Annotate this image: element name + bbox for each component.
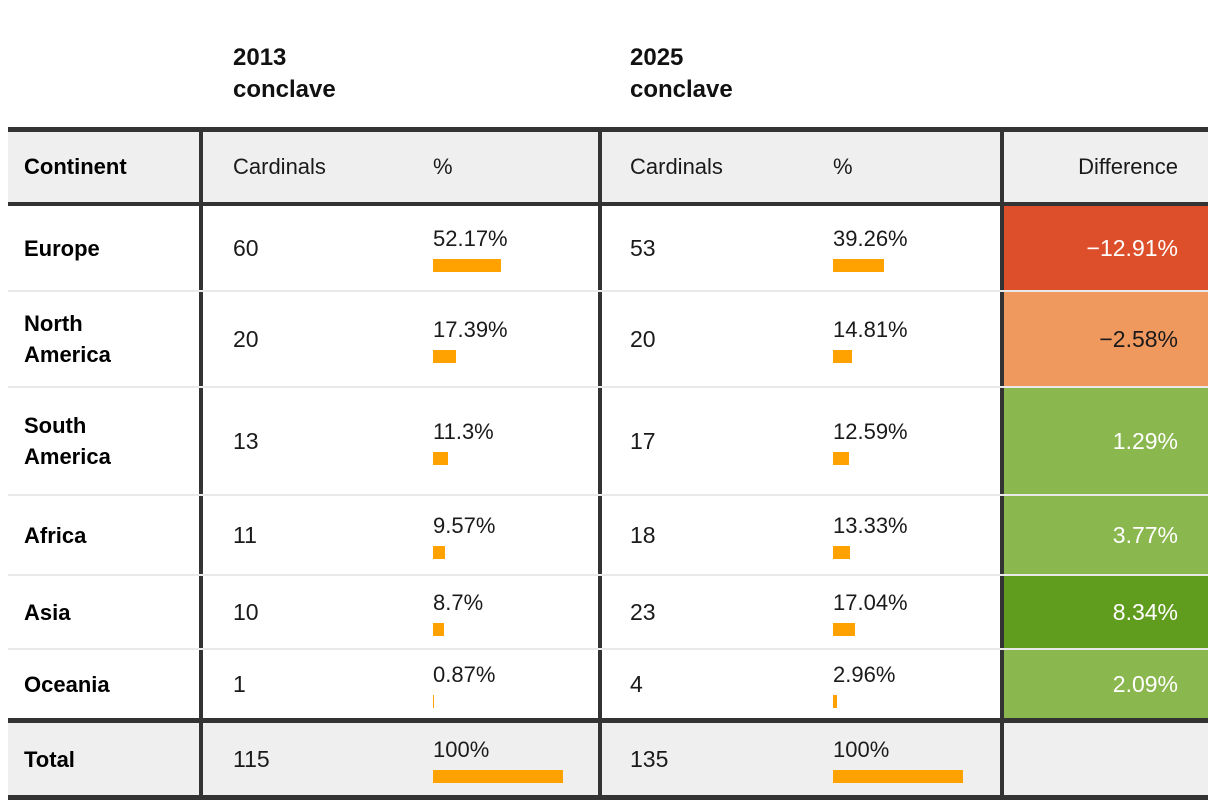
- percent-2025-value: 39.26%: [833, 225, 908, 251]
- table-row-total: Total 115 100% 135 100%: [8, 718, 1208, 800]
- table-row-europe: Europe 60 52.17% 53 39.26% −12.91%: [8, 206, 1208, 290]
- continent-cell: North America: [8, 292, 199, 386]
- percent-2013-value: 8.7%: [433, 589, 484, 615]
- percent-2025-value: 14.81%: [833, 316, 908, 342]
- table-row-asia: Asia 10 8.7% 23 17.04% 8.34%: [8, 574, 1208, 648]
- percent-2013-cell: 8.7%: [433, 576, 598, 648]
- cardinals-2025-cell: 4: [598, 650, 833, 718]
- header-continent: Continent: [24, 154, 127, 179]
- cardinals-2025-cell: 18: [598, 496, 833, 574]
- difference-cell: −2.58%: [1000, 292, 1208, 386]
- continent-cell: South America: [8, 388, 199, 494]
- percent-2025-bar: [833, 694, 837, 708]
- cardinals-2025-cell: 17: [598, 388, 833, 494]
- group-header-2013-conclave: 2013 conclave: [233, 44, 336, 103]
- difference-cell: 3.77%: [1000, 496, 1208, 574]
- header-percent-2013: %: [433, 154, 453, 179]
- cardinals-2013-cell: 11: [199, 496, 433, 574]
- total-percent-2025-cell: 100%: [833, 723, 1000, 795]
- continent-label: Europe: [24, 235, 100, 261]
- cardinals-2025-cell: 53: [598, 206, 833, 290]
- total-difference-cell: [1000, 723, 1208, 795]
- percent-2013-cell: 17.39%: [433, 292, 598, 386]
- percent-2013-value: 17.39%: [433, 316, 508, 342]
- header-percent-2025: %: [833, 154, 853, 179]
- cardinals-2013-cell: 1: [199, 650, 433, 718]
- table-row-oceania: Oceania 1 0.87% 4 2.96% 2.09%: [8, 648, 1208, 718]
- cardinals-2025-cell: 20: [598, 292, 833, 386]
- percent-2013-value: 11.3%: [433, 418, 494, 444]
- table-row-south-america: South America 13 11.3% 17 12.59% 1.29%: [8, 386, 1208, 494]
- cardinals-2013-cell: 10: [199, 576, 433, 648]
- continent-cell: Asia: [8, 576, 199, 648]
- total-percent-2025-value: 100%: [833, 736, 890, 762]
- difference-cell: 2.09%: [1000, 650, 1208, 718]
- table-header-row: Continent Cardinals % Cardinals % Differ…: [8, 127, 1208, 206]
- total-label: Total: [24, 746, 75, 772]
- difference-cell: 1.29%: [1000, 388, 1208, 494]
- percent-2025-bar: [833, 258, 884, 272]
- table-row-africa: Africa 11 9.57% 18 13.33% 3.77%: [8, 494, 1208, 574]
- continent-cell: Africa: [8, 496, 199, 574]
- header-difference: Difference: [1000, 132, 1208, 202]
- continent-cell: Europe: [8, 206, 199, 290]
- percent-2013-cell: 0.87%: [433, 650, 598, 718]
- total-label-cell: Total: [8, 723, 199, 795]
- percent-2025-bar: [833, 545, 850, 559]
- data-table: Continent Cardinals % Cardinals % Differ…: [8, 127, 1208, 800]
- percent-2025-cell: 13.33%: [833, 496, 1000, 574]
- percent-2025-bar: [833, 622, 855, 636]
- percent-2025-bar: [833, 349, 852, 363]
- percent-2025-cell: 17.04%: [833, 576, 1000, 648]
- percent-2025-bar: [833, 451, 849, 465]
- percent-2025-cell: 12.59%: [833, 388, 1000, 494]
- table-row-north-america: North America 20 17.39% 20 14.81% −2.58%: [8, 290, 1208, 386]
- cardinals-2025-cell: 23: [598, 576, 833, 648]
- percent-2025-value: 13.33%: [833, 512, 908, 538]
- percent-2025-value: 17.04%: [833, 589, 908, 615]
- continent-label: Africa: [24, 522, 87, 548]
- percent-2013-bar: [433, 258, 501, 272]
- percent-2013-cell: 52.17%: [433, 206, 598, 290]
- total-cardinals-2025-cell: 135: [598, 723, 833, 795]
- continent-label: South America: [24, 413, 111, 469]
- continent-label: Asia: [24, 599, 71, 625]
- header-cardinals-2013: Cardinals: [199, 132, 433, 202]
- difference-cell: 8.34%: [1000, 576, 1208, 648]
- percent-2013-bar: [433, 622, 444, 636]
- percent-2025-cell: 2.96%: [833, 650, 1000, 718]
- percent-2025-cell: 39.26%: [833, 206, 1000, 290]
- continent-label: North America: [24, 311, 111, 367]
- percent-2013-bar: [433, 694, 434, 708]
- continent-cell: Oceania: [8, 650, 199, 718]
- percent-2013-cell: 9.57%: [433, 496, 598, 574]
- group-header-2025-conclave: 2025 conclave: [630, 44, 733, 103]
- percent-2013-bar: [433, 451, 448, 465]
- percent-2013-bar: [433, 545, 445, 559]
- header-cardinals-2025: Cardinals: [598, 132, 833, 202]
- percent-2013-value: 9.57%: [433, 512, 496, 538]
- total-percent-2013-bar: [433, 769, 563, 783]
- difference-cell: −12.91%: [1000, 206, 1208, 290]
- total-cardinals-2013-cell: 115: [199, 723, 433, 795]
- percent-2013-value: 0.87%: [433, 661, 496, 687]
- percent-2025-cell: 14.81%: [833, 292, 1000, 386]
- total-percent-2013-value: 100%: [433, 736, 490, 762]
- percent-2025-value: 12.59%: [833, 418, 908, 444]
- cardinals-2013-cell: 13: [199, 388, 433, 494]
- percent-2013-value: 52.17%: [433, 225, 508, 251]
- table-top-header-area: 2013 conclave 2025 conclave: [0, 0, 1220, 127]
- percent-2025-value: 2.96%: [833, 661, 896, 687]
- cardinals-2013-cell: 60: [199, 206, 433, 290]
- percent-2013-bar: [433, 349, 456, 363]
- total-percent-2025-bar: [833, 769, 963, 783]
- cardinals-2013-cell: 20: [199, 292, 433, 386]
- percent-2013-cell: 11.3%: [433, 388, 598, 494]
- total-percent-2013-cell: 100%: [433, 723, 598, 795]
- continent-label: Oceania: [24, 671, 110, 697]
